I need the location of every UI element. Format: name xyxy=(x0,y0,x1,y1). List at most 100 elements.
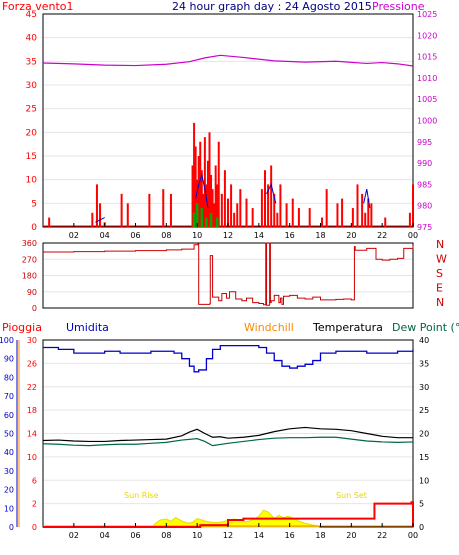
rain-legend-label: Pioggia xyxy=(2,321,42,334)
rain-tick-label: 26 xyxy=(27,359,37,368)
wind-panel-x-tick-label: 10 xyxy=(192,231,202,240)
rain-tick-label: 30 xyxy=(27,336,37,345)
pressure-tick-label: 1025 xyxy=(417,10,437,19)
wind-panel-x-tick-label: 22 xyxy=(377,231,387,240)
temp-tick-label: 25 xyxy=(419,406,429,415)
direction-tick-label: 360 xyxy=(22,239,37,248)
temp-tick-label: 10 xyxy=(419,476,429,485)
sunset-label: Sun Set xyxy=(336,491,367,500)
wind-tick-label: 25 xyxy=(26,105,37,115)
page-title: 24 hour graph day : 24 Agosto 2015 xyxy=(172,0,372,13)
wind-panel-x-tick-label: 12 xyxy=(223,231,233,240)
wind-blue-line xyxy=(266,182,277,204)
wind-panel-x-tick-label: 02 xyxy=(69,231,79,240)
humidity-legend-label: Umidita xyxy=(66,321,109,334)
humidity-tick-label: 40 xyxy=(4,448,14,457)
temp-panel-x-tick-label: 20 xyxy=(346,531,356,540)
temp-panel-x-tick-label: 18 xyxy=(315,531,325,540)
compass-label: N xyxy=(436,296,444,309)
pressure-tick-label: 985 xyxy=(417,180,432,189)
temp-panel-x-tick-label: 12 xyxy=(223,531,233,540)
temperature-legend-label: Temperatura xyxy=(312,321,383,334)
temp-tick-label: 0 xyxy=(419,523,424,532)
rain-tick-label: 10 xyxy=(27,453,37,462)
rain-tick-label: 0 xyxy=(32,523,37,532)
pressure-line xyxy=(42,54,414,67)
wind-tick-label: 20 xyxy=(26,128,38,138)
temp-tick-label: 35 xyxy=(419,359,429,368)
temp-tick-label: 30 xyxy=(419,383,429,392)
wind-panel-x-tick-label: 08 xyxy=(161,231,171,240)
pressure-axis-label: Pressione xyxy=(372,0,425,13)
temp-tick-label: 20 xyxy=(419,430,429,439)
rain-tick-label: 6 xyxy=(32,476,37,485)
humidity-tick-label: 0 xyxy=(9,523,14,532)
temp-panel-x-tick-label: 16 xyxy=(285,531,295,540)
direction-tick-label: 0 xyxy=(32,304,37,313)
temp-panel-x-tick-label: 04 xyxy=(100,531,110,540)
pressure-tick-label: 975 xyxy=(417,223,432,232)
wind-tick-label: 40 xyxy=(26,34,38,44)
temp-tick-label: 5 xyxy=(419,500,424,509)
wind-tick-label: 10 xyxy=(26,176,38,186)
wind-tick-label: 45 xyxy=(26,10,37,20)
wind-panel-x-tick-label: 14 xyxy=(254,231,264,240)
wind-tick-label: 0 xyxy=(31,223,37,233)
temp-panel-x-tick-label: 22 xyxy=(377,531,387,540)
direction-tick-label: 270 xyxy=(22,255,37,264)
temp-tick-label: 15 xyxy=(419,453,429,462)
compass-label: W xyxy=(436,253,447,266)
wind-tick-label: 15 xyxy=(26,152,37,162)
temp-panel-x-tick-label: 10 xyxy=(192,531,202,540)
pressure-tick-label: 1015 xyxy=(417,53,437,62)
wind-panel-x-tick-label: 18 xyxy=(315,231,325,240)
wind-blue-line xyxy=(95,217,105,223)
compass-label: N xyxy=(436,238,444,251)
dewpoint-line xyxy=(42,436,414,447)
wind-tick-label: 30 xyxy=(26,81,38,91)
direction-panel-frame xyxy=(42,242,414,309)
rain-tick-label: 22 xyxy=(27,383,37,392)
pressure-tick-label: 990 xyxy=(417,159,432,168)
wind-panel-x-tick-label: 16 xyxy=(285,231,295,240)
compass-label: S xyxy=(436,267,443,280)
humidity-tick-label: 70 xyxy=(4,392,14,401)
humidity-line xyxy=(43,344,414,373)
temp-tick-label: 40 xyxy=(419,336,429,345)
temp-panel-x-tick-label: 06 xyxy=(130,531,140,540)
direction-line xyxy=(43,242,414,306)
compass-label: E xyxy=(436,282,443,295)
rain-total-line xyxy=(43,501,414,528)
dewpoint-legend-label: Dew Point (°C xyxy=(392,321,459,334)
pressure-tick-label: 1000 xyxy=(417,117,437,126)
sunrise-label: Sun Rise xyxy=(124,491,159,500)
wind-panel-x-tick-label: 06 xyxy=(130,231,140,240)
temp-panel-x-tick-label: 02 xyxy=(69,531,79,540)
temp-panel-x-tick-label: 14 xyxy=(254,531,264,540)
humidity-tick-label: 30 xyxy=(4,467,14,476)
humidity-tick-label: 10 xyxy=(4,504,14,513)
windchill-legend-label: Windchill xyxy=(244,321,294,334)
pressure-tick-label: 1020 xyxy=(417,31,437,40)
pressure-tick-label: 995 xyxy=(417,138,432,147)
direction-tick-label: 180 xyxy=(22,272,37,281)
wind-panel-x-tick-label: 04 xyxy=(100,231,110,240)
humidity-tick-label: 90 xyxy=(4,355,14,364)
wind-tick-label: 35 xyxy=(26,57,37,67)
humidity-tick-label: 80 xyxy=(4,373,14,382)
wind-tick-label: 5 xyxy=(31,199,37,209)
rain-tick-label: 18 xyxy=(27,406,37,415)
temperature-line xyxy=(42,426,413,443)
humidity-tick-label: 60 xyxy=(4,411,14,420)
temp-panel-x-tick-label: 00 xyxy=(408,531,418,540)
pressure-tick-label: 980 xyxy=(417,202,432,211)
temp-panel-x-tick-label: 08 xyxy=(161,531,171,540)
humidity-tick-label: 20 xyxy=(4,486,14,495)
rain-tick-label: 14 xyxy=(27,430,37,439)
wind-axis-label: Forza vento1 xyxy=(2,0,74,13)
wind-panel-x-tick-label: 00 xyxy=(408,231,418,240)
pressure-tick-label: 1005 xyxy=(417,95,437,104)
wind-panel-x-tick-label: 20 xyxy=(346,231,356,240)
pressure-tick-label: 1010 xyxy=(417,74,437,83)
